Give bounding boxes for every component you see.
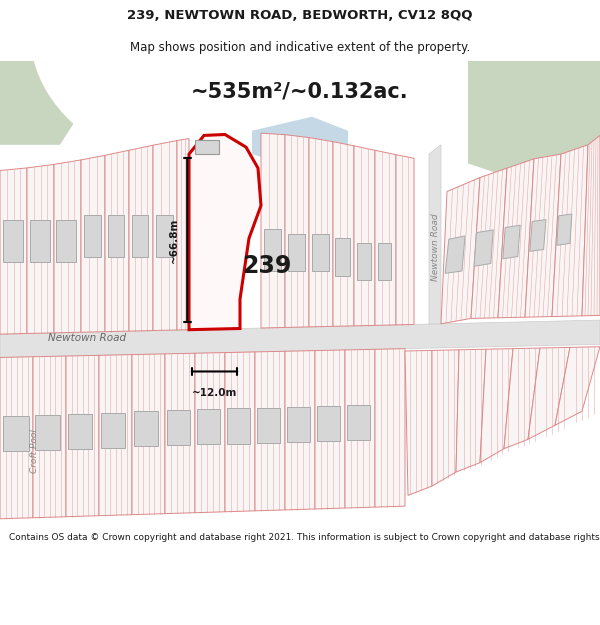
Bar xyxy=(84,215,101,257)
Polygon shape xyxy=(530,219,546,251)
Polygon shape xyxy=(498,159,534,318)
Polygon shape xyxy=(285,134,309,328)
Polygon shape xyxy=(309,138,333,327)
Polygon shape xyxy=(456,349,486,472)
Text: Contains OS data © Crown copyright and database right 2021. This information is : Contains OS data © Crown copyright and d… xyxy=(9,533,600,542)
Bar xyxy=(35,414,60,449)
Text: ~66.8m: ~66.8m xyxy=(169,217,179,262)
Polygon shape xyxy=(285,351,315,510)
Text: ~535m²/~0.132ac.: ~535m²/~0.132ac. xyxy=(191,81,409,101)
Bar xyxy=(156,215,173,257)
Polygon shape xyxy=(429,145,441,324)
Bar xyxy=(227,409,250,444)
Polygon shape xyxy=(0,61,93,145)
Polygon shape xyxy=(27,164,54,334)
Polygon shape xyxy=(0,357,33,519)
Bar xyxy=(357,243,371,281)
Bar xyxy=(108,215,124,257)
Text: Newtown Road: Newtown Road xyxy=(431,214,439,281)
Polygon shape xyxy=(153,141,177,331)
Polygon shape xyxy=(255,351,285,511)
Polygon shape xyxy=(252,117,348,168)
Bar xyxy=(288,234,305,271)
Polygon shape xyxy=(99,354,132,516)
Polygon shape xyxy=(345,349,375,508)
Polygon shape xyxy=(30,0,390,173)
Polygon shape xyxy=(132,354,165,514)
Bar xyxy=(317,406,340,441)
Polygon shape xyxy=(315,350,345,509)
Bar xyxy=(347,405,370,440)
Polygon shape xyxy=(504,348,540,449)
Text: Newtown Road: Newtown Road xyxy=(48,332,126,342)
Polygon shape xyxy=(375,150,396,326)
Polygon shape xyxy=(557,214,572,245)
Polygon shape xyxy=(177,139,189,330)
Bar xyxy=(167,411,190,446)
Polygon shape xyxy=(0,168,27,334)
Polygon shape xyxy=(471,168,507,318)
Polygon shape xyxy=(261,133,285,328)
Bar xyxy=(134,411,158,446)
Polygon shape xyxy=(195,352,225,512)
Polygon shape xyxy=(432,350,459,486)
Polygon shape xyxy=(66,356,99,517)
Polygon shape xyxy=(54,160,81,333)
Polygon shape xyxy=(225,352,255,512)
Bar xyxy=(197,409,220,444)
Text: ~12.0m: ~12.0m xyxy=(192,388,237,398)
Polygon shape xyxy=(165,353,195,514)
Polygon shape xyxy=(0,320,600,357)
Polygon shape xyxy=(105,150,129,332)
Polygon shape xyxy=(468,61,600,178)
Polygon shape xyxy=(33,356,66,518)
Polygon shape xyxy=(474,230,493,266)
Polygon shape xyxy=(582,136,600,316)
Polygon shape xyxy=(189,134,261,330)
Polygon shape xyxy=(555,347,600,425)
Text: Croft Pool: Croft Pool xyxy=(31,429,40,473)
Bar xyxy=(287,407,310,442)
Bar xyxy=(264,229,281,271)
Polygon shape xyxy=(525,154,561,317)
Text: 239, NEWTOWN ROAD, BEDWORTH, CV12 8QQ: 239, NEWTOWN ROAD, BEDWORTH, CV12 8QQ xyxy=(127,9,473,22)
Polygon shape xyxy=(375,349,405,507)
Polygon shape xyxy=(552,145,588,316)
Polygon shape xyxy=(396,154,414,325)
Bar xyxy=(335,238,350,276)
Bar xyxy=(257,408,280,442)
Polygon shape xyxy=(441,177,480,324)
Bar xyxy=(3,219,23,262)
Polygon shape xyxy=(354,146,375,326)
Bar xyxy=(68,414,92,449)
Polygon shape xyxy=(405,351,432,496)
Polygon shape xyxy=(333,142,354,326)
Bar xyxy=(132,215,148,257)
Polygon shape xyxy=(480,349,513,462)
Text: 239: 239 xyxy=(242,254,292,278)
Bar xyxy=(378,243,391,281)
Polygon shape xyxy=(445,236,465,273)
Bar xyxy=(101,412,125,447)
Text: Map shows position and indicative extent of the property.: Map shows position and indicative extent… xyxy=(130,41,470,54)
Bar xyxy=(3,416,29,451)
Polygon shape xyxy=(503,225,520,259)
Bar xyxy=(30,219,50,262)
Polygon shape xyxy=(195,140,219,154)
Polygon shape xyxy=(129,145,153,331)
Bar xyxy=(312,234,329,271)
Polygon shape xyxy=(81,155,105,332)
Polygon shape xyxy=(528,348,570,439)
Bar xyxy=(56,219,76,262)
